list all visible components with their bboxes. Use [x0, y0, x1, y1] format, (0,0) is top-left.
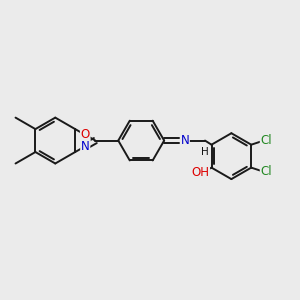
Text: N: N	[180, 134, 189, 147]
Text: N: N	[81, 140, 90, 153]
Text: H: H	[201, 148, 209, 158]
Text: OH: OH	[191, 166, 209, 179]
Text: Cl: Cl	[260, 134, 272, 147]
Text: Cl: Cl	[260, 165, 272, 178]
Text: O: O	[81, 128, 90, 141]
